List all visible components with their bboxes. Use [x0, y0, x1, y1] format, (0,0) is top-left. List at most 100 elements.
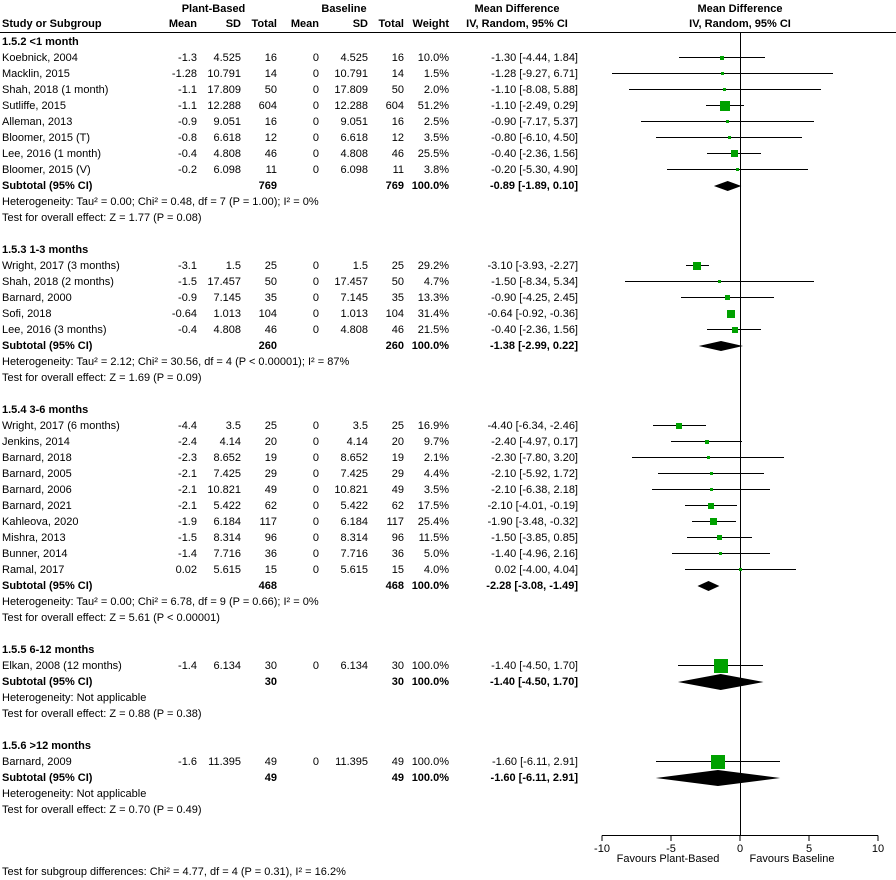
- pb-sd: 6.618: [213, 132, 241, 144]
- study-name: Barnard, 2006: [2, 484, 72, 496]
- forest-row-plot: [592, 482, 888, 498]
- effect-square: [676, 422, 683, 429]
- study-name: Wright, 2017 (6 months): [2, 420, 120, 432]
- study-row: Wright, 2017 (6 months) -4.4 3.5 25 0 3.5 25 16…: [0, 418, 896, 434]
- header-divider: [0, 32, 896, 33]
- heterogeneity-text: Heterogeneity: Tau² = 0.00; Chi² = 6.78,…: [2, 596, 319, 608]
- bl-mean: 0: [312, 452, 319, 464]
- pb-total: 604: [258, 100, 277, 112]
- bl-total: 16: [391, 116, 404, 128]
- pb-sd: 11.395: [208, 756, 241, 768]
- pb-total: 49: [264, 484, 277, 496]
- column-header-bl-sd: SD: [352, 18, 368, 30]
- forest-row-plot: [592, 578, 888, 594]
- weight-value: 10.0%: [417, 52, 449, 64]
- subtotal-ci: -1.40 [-4.50, 1.70]: [489, 676, 578, 688]
- pb-mean: -0.64: [171, 308, 197, 320]
- subtotal-row: Subtotal (95% CI) 260 260 100.0% -1.38 [-2.9…: [0, 338, 896, 354]
- effect-square: [719, 100, 730, 111]
- forest-row-plot: [592, 530, 888, 546]
- column-header-pb-total: Total: [251, 18, 277, 30]
- subtotal-ci: -1.60 [-6.11, 2.91]: [490, 772, 578, 784]
- column-header-mean-difference: Mean Difference: [474, 3, 560, 15]
- pb-mean: -1.9: [178, 516, 197, 528]
- forest-row-plot: [592, 50, 888, 66]
- pb-mean: -1.1: [178, 100, 197, 112]
- weight-value: 4.0%: [423, 564, 449, 576]
- md-ci-value: -1.10 [-8.08, 5.88]: [491, 84, 578, 96]
- study-name: Bunner, 2014: [2, 548, 68, 560]
- subtotal-bl-total: 30: [391, 676, 404, 688]
- pb-total: 62: [264, 500, 277, 512]
- effect-square: [716, 535, 722, 540]
- effect-square: [709, 488, 713, 491]
- bl-sd: 3.5: [352, 420, 368, 432]
- weight-value: 13.3%: [417, 292, 449, 304]
- study-name: Shah, 2018 (1 month): [2, 84, 109, 96]
- axis-tick-label: -5: [666, 843, 676, 855]
- subtotal-diamond: [677, 674, 764, 690]
- bl-total: 25: [391, 420, 404, 432]
- study-row: Shah, 2018 (1 month) -1.1 17.809 50 0 17.809 5…: [0, 82, 896, 98]
- effect-square: [706, 456, 710, 459]
- x-axis-svg: -10 -5 0 5 10: [594, 835, 884, 855]
- bl-total: 15: [391, 564, 404, 576]
- bl-total: 46: [391, 324, 404, 336]
- bl-mean: 0: [312, 68, 319, 80]
- pb-sd: 1.013: [213, 308, 241, 320]
- forest-row-plot: [592, 450, 888, 466]
- subgroup-header-row: 1.5.3 1-3 months: [0, 242, 896, 258]
- subgroup-label: 1.5.6 >12 months: [2, 740, 91, 752]
- bl-mean: 0: [312, 84, 319, 96]
- overall-effect-text: Test for overall effect: Z = 0.70 (P = 0…: [2, 804, 202, 816]
- md-ci-value: -1.30 [-4.44, 1.84]: [491, 52, 578, 64]
- pb-sd: 6.098: [213, 164, 241, 176]
- weight-value: 2.0%: [423, 84, 449, 96]
- effect-square: [727, 136, 731, 139]
- heterogeneity-row: Heterogeneity: Tau² = 0.00; Chi² = 6.78,…: [0, 594, 896, 610]
- bl-mean: 0: [312, 756, 319, 768]
- pb-mean: -0.9: [178, 292, 197, 304]
- effect-square: [731, 150, 738, 157]
- study-row: Kahleova, 2020 -1.9 6.184 117 0 6.184 117 25.4%…: [0, 514, 896, 530]
- md-ci-value: -0.20 [-5.30, 4.90]: [491, 164, 578, 176]
- bl-mean: 0: [312, 468, 319, 480]
- pb-mean: 0.02: [175, 564, 197, 576]
- md-ci-value: -2.40 [-4.97, 0.17]: [491, 436, 578, 448]
- bl-sd: 1.5: [352, 260, 368, 272]
- subgroup-header-row: 1.5.5 6-12 months: [0, 642, 896, 658]
- md-ci-value: -0.64 [-0.92, -0.36]: [487, 308, 579, 320]
- study-name: Wright, 2017 (3 months): [2, 260, 120, 272]
- md-ci-value: -1.10 [-2.49, 0.29]: [491, 100, 578, 112]
- column-header-weight: Weight: [412, 18, 449, 30]
- study-name: Bloomer, 2015 (V): [2, 164, 91, 176]
- pb-mean: -2.1: [178, 484, 197, 496]
- pb-mean: -1.3: [178, 52, 197, 64]
- weight-value: 2.1%: [423, 452, 449, 464]
- subtotal-diamond: [713, 181, 742, 191]
- column-header-pb-mean: Mean: [168, 18, 197, 30]
- pb-sd: 3.5: [225, 420, 241, 432]
- pb-mean: -3.1: [178, 260, 197, 272]
- overall-effect-row: Test for overall effect: Z = 1.69 (P = 0…: [0, 370, 896, 386]
- bl-sd: 8.314: [340, 532, 368, 544]
- bl-total: 50: [391, 276, 404, 288]
- bl-total: 14: [391, 68, 404, 80]
- study-row: Barnard, 2021 -2.1 5.422 62 0 5.422 62 17.5% -2.…: [0, 498, 896, 514]
- study-row: Macklin, 2015 -1.28 10.791 14 0 10.791 14 1.5% -…: [0, 66, 896, 82]
- effect-square: [731, 326, 738, 333]
- effect-square: [708, 502, 714, 509]
- pb-sd: 4.525: [213, 52, 241, 64]
- effect-square: [735, 168, 739, 171]
- overall-effect-text: Test for overall effect: Z = 5.61 (P < 0…: [2, 612, 220, 624]
- pb-total: 117: [259, 516, 277, 528]
- effect-square: [738, 568, 742, 571]
- study-name: Macklin, 2015: [2, 68, 70, 80]
- md-ci-value: -3.10 [-3.93, -2.27]: [487, 260, 579, 272]
- bl-sd: 4.808: [340, 324, 368, 336]
- pb-total: 16: [264, 116, 277, 128]
- bl-total: 20: [391, 436, 404, 448]
- weight-value: 51.2%: [417, 100, 449, 112]
- md-ci-value: -2.30 [-7.80, 3.20]: [491, 452, 578, 464]
- forest-row-plot: [592, 130, 888, 146]
